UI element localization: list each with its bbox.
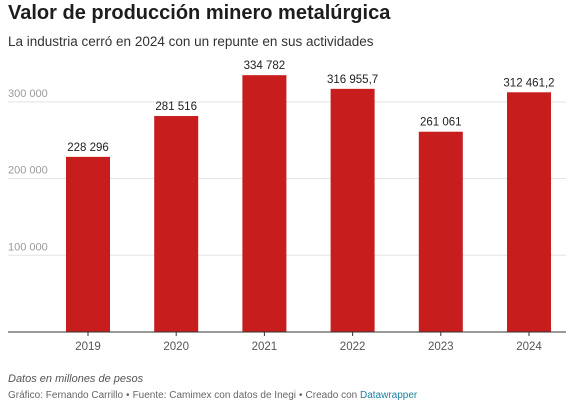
source: Fuente: Camimex con datos de Inegi <box>132 390 296 401</box>
y-tick-label: 300 000 <box>8 88 48 100</box>
y-tick-label: 200 000 <box>8 165 48 177</box>
created-with: Creado con <box>305 390 358 401</box>
datawrapper-link[interactable]: Datawrapper <box>360 390 418 401</box>
bar <box>330 88 375 332</box>
chart-notes: Datos en millones de pesos <box>8 373 144 385</box>
chart-footer: Gráfico: Fernando Carrillo • Fuente: Camim… <box>8 390 418 401</box>
x-tick-label: 2024 <box>516 341 542 353</box>
page-subtitle: La industria cerró en 2024 con un repunt… <box>8 34 374 49</box>
data-label: 228 296 <box>67 142 109 154</box>
bar <box>507 92 551 332</box>
x-tick-label: 2021 <box>252 341 278 353</box>
page-title: Valor de producción minero metalúrgica <box>8 2 391 24</box>
x-tick-label: 2023 <box>428 341 454 353</box>
data-label: 334 782 <box>244 60 286 72</box>
byline: Gráfico: Fernando Carrillo <box>8 390 124 401</box>
bar <box>242 75 287 333</box>
bar-chart: 100 000 200 000 300 000 228 296 2019 281 516 2… <box>8 60 566 353</box>
bar <box>418 131 463 332</box>
x-tick-label: 2020 <box>163 341 189 353</box>
y-tick-label: 100 000 <box>8 241 48 253</box>
x-tick-label: 2019 <box>75 341 101 353</box>
bar <box>154 116 199 332</box>
data-label: 261 061 <box>420 117 462 129</box>
data-label: 281 516 <box>155 101 197 113</box>
bar <box>66 156 110 332</box>
data-label: 312 461,2 <box>503 77 554 89</box>
data-label: 316 955,7 <box>327 74 378 86</box>
x-tick-label: 2022 <box>340 341 366 353</box>
